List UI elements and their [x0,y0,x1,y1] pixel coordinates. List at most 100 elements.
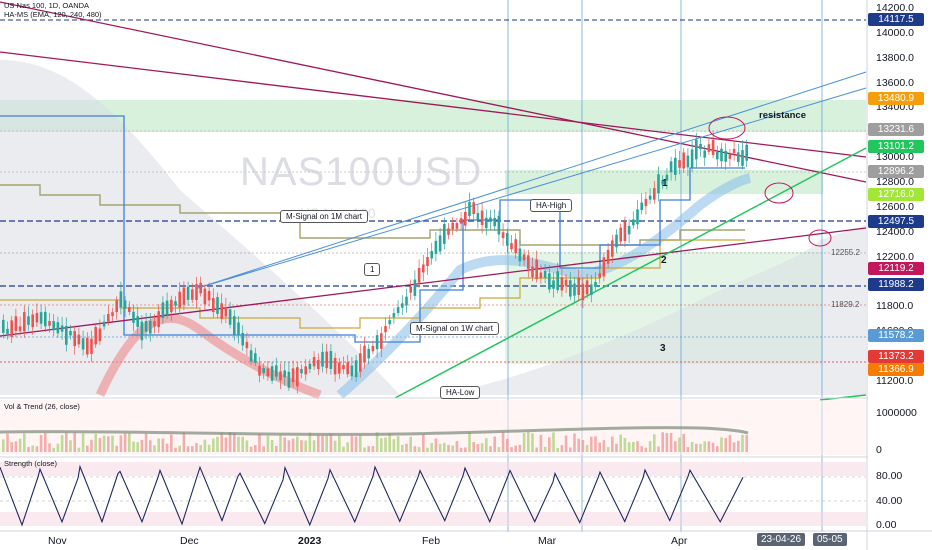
candle-body [338,362,341,374]
time-label-mar: Mar [538,535,557,547]
volume-bar [552,432,555,452]
candle-body [241,332,244,346]
volume-bar [56,443,60,452]
candle-body [552,280,555,289]
level-label-12255: 12255.2 [831,248,860,257]
volume-bar [291,438,295,452]
volume-bar [191,446,194,452]
volume-bar [401,444,404,452]
volume-bar [338,435,341,452]
volume-bar [170,434,173,452]
candle-body [191,289,194,300]
candle-body [132,311,135,323]
annotation-box-1[interactable]: 1 [364,263,381,276]
candle-body [312,357,316,367]
candle-body [657,174,660,194]
candle-body [472,202,475,214]
wave-label-2[interactable]: 2 [661,255,667,266]
candle-body [682,152,685,169]
candle-body [711,139,715,156]
volume-bar [569,447,572,452]
volume-bar [237,436,240,452]
volume-bar [522,433,526,452]
candle-body [69,330,72,336]
candle-body [136,316,139,327]
price-tag: 12497.5 [868,214,924,228]
wave-label-3[interactable]: 3 [660,343,666,354]
candle-body [543,271,547,278]
candle-body [636,209,639,225]
candle-body [438,235,442,252]
volume-bar [732,442,736,452]
date-badge[interactable]: 23-04-26 [757,533,806,546]
volume-bar [266,435,270,452]
candle-body [10,320,13,337]
time-badge[interactable]: 05-05 [813,533,847,546]
price-axis-label: 13000.0 [876,151,914,164]
candle-body [594,281,597,287]
volume-bar [485,438,488,452]
volume-bar [69,440,72,452]
volume-bar [287,440,291,452]
volume-bar [422,434,425,452]
volume-bar [98,437,102,452]
volume-bar [241,436,244,452]
volume-bar [510,447,513,452]
candle-body [716,151,719,160]
volume-bar [65,432,68,452]
candle-body [665,174,669,181]
candle-body [149,320,152,334]
candle-body [430,251,433,259]
volume-bar [31,445,34,452]
volume-bar [653,434,656,452]
candle-body [573,283,576,296]
volume-bar [224,437,228,452]
candle-body [447,228,450,235]
candle-body [157,311,160,328]
annotation-ha-high[interactable]: HA-High [530,199,573,212]
volume-bar [132,441,135,452]
candle-body [619,227,622,242]
candle-body [581,283,585,301]
price-tag: 13101.2 [868,139,924,153]
annotation-m-signal-1w[interactable]: M-Signal on 1W chart [410,322,499,335]
candle-body [661,180,664,185]
volume-bar [648,441,652,452]
volume-bar [695,443,698,452]
candle-body [644,198,648,207]
volume-bar [426,447,429,452]
candle-body [560,277,564,291]
candle-body [287,371,291,388]
volume-bar [27,446,30,452]
volume-bar [585,444,589,452]
candle-body [18,326,22,332]
candle-body [308,363,312,370]
volume-bar [77,447,81,452]
volume-bar [451,445,454,452]
candle-body [590,284,593,296]
volume-bar [48,443,51,452]
volume-bar [325,435,328,452]
candle-body [35,312,39,323]
price-axis-label: 11200.0 [876,375,914,387]
annotation-resistance[interactable]: resistance [759,110,807,121]
volume-bar [384,437,387,452]
candle-body [207,290,211,301]
candle-body [371,345,375,352]
volume-bar [501,432,505,452]
annotation-m-signal-1m[interactable]: M-Signal on 1M chart [280,210,369,223]
volume-bar [342,446,345,452]
wave-label-1[interactable]: 1 [662,178,668,189]
candle-body [86,337,89,355]
candle-body [161,302,165,318]
volume-bar [598,442,601,452]
indicator-legend: HA-MS (EMA, 120, 240, 480) [4,10,102,19]
volume-bar [115,445,118,452]
price-tag: 12119.2 [868,261,924,275]
annotation-ha-low[interactable]: HA-Low [440,386,481,399]
candle-body [724,150,727,162]
volume-bar [455,441,459,452]
candle-body [674,157,677,175]
strength-line [0,464,744,527]
